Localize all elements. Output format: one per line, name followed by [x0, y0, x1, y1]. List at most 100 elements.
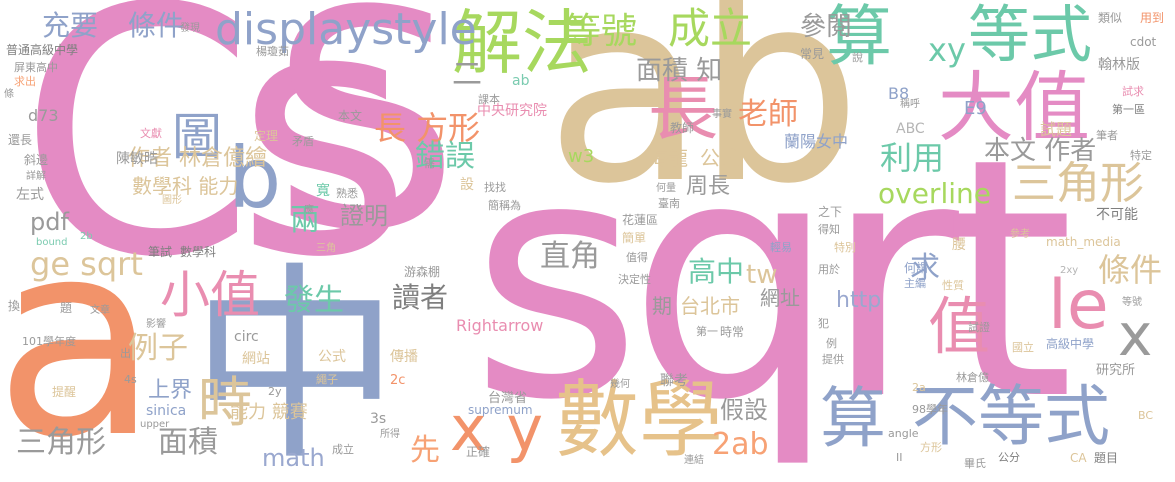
word-circ: circ [234, 329, 259, 345]
word-faxian: 發現 [180, 23, 200, 34]
word-S: S [270, 0, 461, 296]
word-98: 98學年 [912, 403, 948, 416]
word-4s: 4s [124, 373, 137, 386]
word-2xy: 2xy [1060, 265, 1079, 276]
word-haelong: 海龍 [648, 146, 688, 170]
word-xu: 需 [424, 157, 435, 170]
word-rightarrow: Rightarrow [456, 316, 544, 335]
word-e9: E9 [964, 98, 987, 119]
word-yingxiang: 影響 [146, 319, 166, 330]
word-shezhi: 設 [460, 177, 474, 193]
word-chuanbo: 傳播 [390, 349, 418, 365]
word-xiejing: 斜邊 [24, 153, 49, 167]
word-chang: 長 [648, 68, 718, 150]
word-shiqiu: 試求 [1122, 85, 1144, 98]
word-linzhang: 林倉億 [956, 371, 989, 384]
word-2a: 2a [912, 381, 926, 394]
word-ab-small: ab [512, 73, 530, 89]
word-cdot: cdot [1130, 35, 1157, 49]
word-zuoshi: 左式 [16, 187, 44, 203]
word-shizheng: 試證 [968, 321, 990, 334]
word-gongfen: 公分 [998, 451, 1020, 464]
word-budengshi: 不等式 [912, 378, 1110, 455]
word-http: http [836, 288, 882, 313]
word-a: a [0, 182, 160, 482]
word-jiancheng: 簡稱為 [488, 199, 521, 212]
word-mianji: 面積 [158, 425, 218, 460]
word-zuozhe-lin: 作者 林倉億繪 [128, 146, 267, 171]
word-timu: 題目 [1094, 451, 1119, 465]
word-buke: 不可能 [1096, 207, 1138, 223]
word-fangxing: 方形 [920, 441, 942, 454]
word-zhouchang: 周長 [686, 174, 731, 199]
word-overline: overline [878, 177, 991, 210]
word-putong: 普通高級中學 [6, 43, 79, 57]
word-ti: 題 [60, 301, 73, 315]
word-pdf: pdf [30, 208, 69, 236]
word-changjian: 常見 [800, 47, 825, 61]
word-keben: 課本 [478, 93, 500, 106]
word-ca: CA [1070, 451, 1087, 465]
word-gaozhong: 高中 [688, 255, 745, 288]
word-chengli2: 成立 [332, 443, 354, 456]
word-tainan: 臺南 [658, 197, 680, 210]
word-zhixia: 之下 [818, 205, 843, 219]
word-xingzhi: 性質 [942, 279, 964, 292]
word-jiandan: 簡單 [622, 231, 647, 245]
word-suan1: 算 [826, 0, 892, 75]
word-b: b [228, 129, 282, 227]
word-ying: 應 [304, 205, 314, 216]
word-2c: 2c [390, 373, 406, 388]
word-suode: 所得 [380, 429, 400, 440]
word-zhengming: 證明 [340, 202, 388, 230]
word-upper: upper [140, 419, 170, 430]
word-gaoji: 高級中學 [1046, 337, 1095, 351]
word-hualian: 花蓮區 [622, 213, 659, 227]
word-dengshi: 等號 [565, 11, 638, 52]
word-leisi: 類似 [1098, 11, 1123, 25]
word-cankao: 參考 [1010, 229, 1030, 240]
word-shishi: 事實 [712, 109, 732, 120]
word-chongyao: 充要 [42, 9, 99, 42]
word-sanjiaoxing2: 三角形 [16, 425, 106, 460]
word-tu: 圖 [172, 108, 222, 166]
word-x-small: x [1118, 301, 1153, 369]
word-huanchang: 還長 [8, 133, 33, 147]
word-dingli: 定理 [254, 129, 279, 143]
word-zhi2: 值得 [626, 251, 648, 264]
word-cs: Cs [18, 0, 413, 332]
word-shuxue: 數學 [555, 371, 724, 469]
word-liang: 兩 [290, 203, 320, 238]
word-xiangjie: 詳解 [26, 171, 46, 182]
word-shuxueke: 數學科 [180, 245, 217, 259]
word-taiwansheng: 台灣省 [488, 391, 528, 406]
word-yongdao: 用到 [1140, 11, 1165, 25]
word-bizhe: 筆者 [1096, 129, 1118, 142]
word-ii: II [896, 451, 903, 464]
word-shichang: 時常 [720, 325, 745, 339]
word-displaystyle: displaystyle [215, 4, 477, 55]
word-hewei: 何謂 [904, 261, 929, 275]
word-tuxing: 圖形 [162, 195, 182, 206]
word-ge-sqrt: ge sqrt [30, 245, 143, 283]
word-gongshi: 公式 [700, 146, 740, 170]
word-zhaozhao: 找找 [484, 181, 506, 194]
word-chang-fangxing: 長 方形 [374, 109, 481, 147]
word-supremum: supremum [468, 403, 533, 417]
word-lian: 連結 [684, 455, 704, 466]
word-2ab: 2ab [712, 427, 769, 462]
word-d73: d73 [28, 106, 59, 125]
word-xy-big: x y [450, 392, 544, 465]
word-xian: 先 [410, 433, 440, 468]
word-bc: BC [1138, 409, 1154, 422]
word-jihe: 幾何 [610, 379, 630, 390]
word-wenxian: 文獻 [140, 127, 162, 140]
word-2b: 2b [80, 231, 93, 242]
word-guoli: 國立 [1012, 341, 1034, 354]
word-jiashe: 假設 [720, 396, 768, 424]
word-dengshi3: 等號 [1122, 297, 1142, 308]
word-bound: bound [36, 237, 68, 248]
word-kuan: 寬 [316, 183, 330, 199]
word-teibie: 特別 [834, 241, 856, 254]
word-jiaoshi: 教師 [670, 121, 695, 135]
